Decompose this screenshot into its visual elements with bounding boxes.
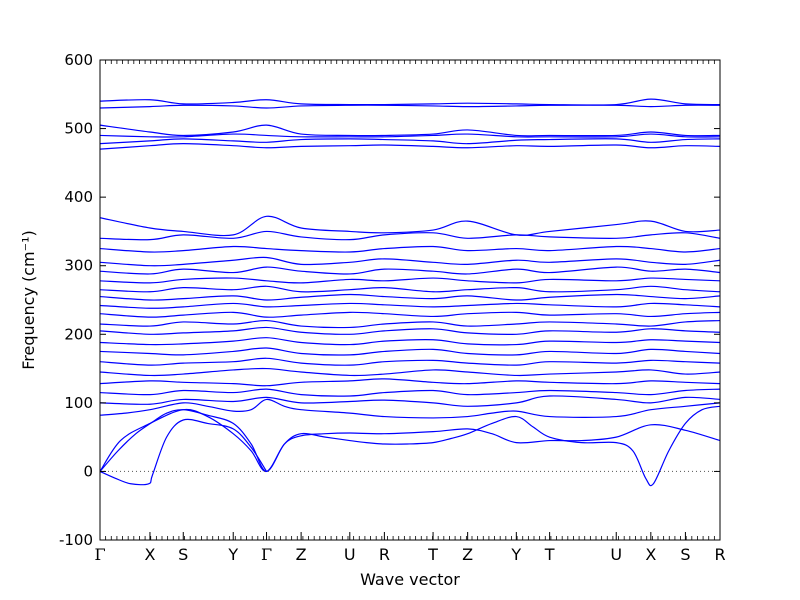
band-line-17 xyxy=(100,285,720,293)
kpoint-label: R xyxy=(379,545,390,564)
kpoint-label: Y xyxy=(227,545,238,564)
kpoint-label: T xyxy=(544,545,555,564)
x-axis-label: Wave vector xyxy=(360,570,460,589)
kpoint-label: S xyxy=(178,545,188,564)
y-tick-label: 600 xyxy=(64,51,93,69)
y-tick-label: 400 xyxy=(64,188,93,206)
band-line-3 xyxy=(100,408,720,473)
band-line-5 xyxy=(100,395,720,407)
y-tick-label: 300 xyxy=(64,257,93,275)
band-line-13 xyxy=(100,319,720,329)
y-tick-label: 500 xyxy=(64,120,93,138)
band-line-10 xyxy=(100,347,720,356)
band-line-21 xyxy=(100,245,720,253)
band-line-15 xyxy=(100,302,720,309)
kpoint-label: X xyxy=(144,545,155,564)
kpoint-label: Γ xyxy=(94,545,105,564)
plot-frame xyxy=(99,59,721,541)
band-line-1 xyxy=(100,418,268,486)
band-line-7 xyxy=(100,378,720,387)
band-line-2 xyxy=(100,405,720,487)
band-line-12 xyxy=(100,326,720,335)
y-tick-label: -100 xyxy=(59,531,93,549)
band-line-11 xyxy=(100,337,720,346)
kpoint-label: X xyxy=(645,545,656,564)
series-layer xyxy=(100,98,720,487)
band-line-16 xyxy=(100,293,720,301)
y-tick-label: 0 xyxy=(83,462,93,480)
kpoint-label: Y xyxy=(510,545,521,564)
band-line-19 xyxy=(100,266,720,275)
kpoint-label: Γ xyxy=(261,545,272,564)
kpoint-label: Z xyxy=(296,545,307,564)
kpoint-label: U xyxy=(344,545,356,564)
kpoint-label: U xyxy=(610,545,622,564)
band-line-14 xyxy=(100,311,720,318)
band-line-27 xyxy=(100,124,720,137)
band-line-22 xyxy=(100,230,720,241)
band-line-28 xyxy=(100,104,720,109)
kpoint-label: R xyxy=(714,545,725,564)
band-line-29 xyxy=(100,98,720,106)
band-line-6 xyxy=(100,388,720,397)
band-line-26 xyxy=(100,133,720,138)
band-line-18 xyxy=(100,277,720,284)
kpoint-label: S xyxy=(680,545,690,564)
band-line-9 xyxy=(100,357,720,366)
band-line-20 xyxy=(100,256,720,267)
band-line-4 xyxy=(100,398,720,419)
band-line-8 xyxy=(100,367,720,377)
band-line-23 xyxy=(100,215,720,237)
kpoint-label: T xyxy=(427,545,438,564)
y-tick-label: 100 xyxy=(64,394,93,412)
band-line-25 xyxy=(100,138,720,145)
y-axis-label: Frequency (cm⁻¹) xyxy=(19,230,38,369)
y-tick-label: 200 xyxy=(64,325,93,343)
band-line-24 xyxy=(100,143,720,150)
kpoint-label: Z xyxy=(462,545,473,564)
